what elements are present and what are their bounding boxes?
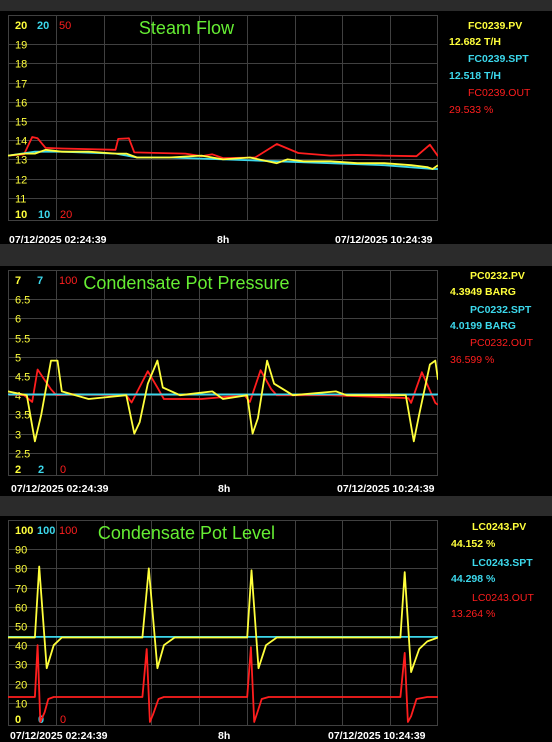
time-start-label: 07/12/2025 02:24:39 [10,730,108,742]
legend-spt-value: 44.298 % [451,573,496,585]
y-tick-label: 30 [15,660,27,672]
y-tick-label: 3.5 [15,410,30,422]
condensate-pot-pressure-plot[interactable]: 6.5 6 5.5 5 4.5 4 3.5 3 2.5 7 2 7 2 100 0 Condensate Po… [8,270,438,476]
legend-spt-tag: LC0243.SPT [472,557,533,569]
y-tick-label: 4 [15,391,21,403]
y-tick-label: 20 [15,680,27,692]
legend-pv-tag: FC0239.PV [468,20,523,32]
y-tick-label: 19 [15,40,27,52]
y-tick-label: 14 [15,136,27,148]
y-tick-label: 18 [15,59,27,71]
axis-min-label-pv: 10 [15,209,27,221]
legend-pv-value: 44.152 % [451,538,496,550]
axis-max-label-spt: 100 [37,525,55,537]
legend-spt-tag: FC0239.SPT [468,53,529,65]
legend-pv-tag: PC0232.PV [470,270,525,282]
y-tick-label: 11 [15,194,26,206]
condensate-pot-pressure-panel: 6.5 6 5.5 5 4.5 4 3.5 3 2.5 7 2 7 2 100 0 Condensate Po… [0,266,552,496]
condensate-pot-level-plot[interactable]: 908070605040302010100010001000Condensate… [8,520,438,726]
y-tick-label: 6.5 [15,295,30,307]
chart-title: Steam Flow [139,18,235,38]
axis-min-label-pv: 2 [15,464,21,476]
y-tick-label: 16 [15,98,27,110]
legend-pv-value: 4.3949 BARG [450,286,516,298]
y-tick-label: 10 [15,699,27,711]
y-tick-label: 70 [15,584,27,596]
y-tick-label: 40 [15,641,27,653]
legend-out-value: 29.533 % [449,104,494,116]
series-line-out [8,136,438,160]
series-line-pv [8,359,438,443]
y-tick-label: 17 [15,79,27,91]
series-line-out [8,644,438,723]
time-start-label: 07/12/2025 02:24:39 [11,483,109,495]
plot-frame [8,15,438,221]
y-tick-label: 4.5 [15,372,30,384]
time-end-label: 07/12/2025 10:24:39 [335,234,433,246]
time-start-label: 07/12/2025 02:24:39 [9,234,107,246]
y-tick-label: 2.5 [15,449,30,461]
plot-frame [8,270,438,476]
chart-title: Condensate Pot Pressure [83,273,289,293]
y-tick-label: 60 [15,603,27,615]
axis-max-label-spt: 7 [37,275,43,287]
y-tick-label: 50 [15,622,27,634]
axis-max-label-spt: 20 [37,20,49,32]
axis-max-label-out: 100 [59,525,77,537]
y-tick-label: 80 [15,564,27,576]
y-tick-label: 12 [15,175,27,187]
legend-spt-tag: PC0232.SPT [470,304,532,316]
steam-flow-panel: 19 18 17 16 15 14 13 12 11 20 10 20 10 50 20 Steam Flow… [0,11,552,246]
axis-min-label-spt: 10 [38,209,50,221]
legend-out-tag: PC0232.OUT [470,337,534,349]
top-divider [0,0,552,11]
legend-out-tag: FC0239.OUT [468,87,531,99]
y-tick-label: 90 [15,545,27,557]
panel-divider-2 [0,496,552,516]
condensate-pot-level-panel: 90 80 70 60 50 40 30 20 10 100 0 100 0 100 0 Condensate… [0,516,552,742]
axis-max-label-out: 100 [59,275,77,287]
axis-max-label-pv: 7 [15,275,21,287]
legend-spt-value: 4.0199 BARG [450,320,516,332]
time-end-label: 07/12/2025 10:24:39 [328,730,426,742]
plot-frame [8,520,438,726]
steam-flow-plot[interactable]: 19 18 17 16 15 14 13 12 11 20 10 20 10 50 20 Steam Flow [8,15,438,221]
time-span-label: 8h [218,730,231,742]
y-tick-label: 5.5 [15,334,30,346]
axis-min-label-pv: 0 [15,714,21,726]
legend-pv-value: 12.682 T/H [449,36,501,48]
legend-out-value: 36.599 % [450,354,495,366]
series-line-pv [8,565,438,674]
axis-min-label-out: 0 [60,714,66,726]
series-line-out [8,368,438,406]
axis-max-label-pv: 100 [15,525,33,537]
legend-out-value: 13.264 % [451,608,496,620]
y-tick-label: 3 [15,430,21,442]
time-end-label: 07/12/2025 10:24:39 [337,483,435,495]
axis-max-label-pv: 20 [15,20,27,32]
legend-out-tag: LC0243.OUT [472,592,534,604]
axis-min-label-spt: 2 [38,464,44,476]
legend-spt-value: 12.518 T/H [449,70,501,82]
axis-max-label-out: 50 [59,20,71,32]
series-line-pv [8,148,438,170]
y-tick-label: 5 [15,353,21,365]
y-tick-label: 13 [15,155,27,167]
time-span-label: 8h [217,234,230,246]
panel-divider-1 [0,244,552,266]
series-line-spt [8,150,438,170]
axis-min-label-out: 0 [60,464,66,476]
y-tick-label: 15 [15,117,27,129]
time-span-label: 8h [218,483,231,495]
y-tick-label: 6 [15,314,21,326]
legend-pv-tag: LC0243.PV [472,521,527,533]
axis-min-label-out: 20 [60,209,72,221]
chart-title: Condensate Pot Level [98,523,275,543]
